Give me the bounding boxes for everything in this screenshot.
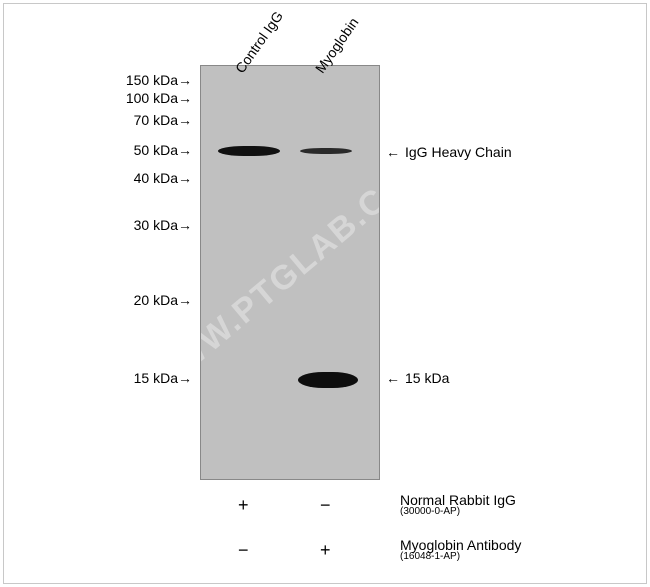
pm-value: + (238, 495, 249, 516)
annotation-igg-heavy-chain: IgG Heavy Chain (405, 144, 512, 160)
mw-label: 70 kDa→ (134, 112, 192, 128)
mw-label: 15 kDa→ (134, 370, 192, 386)
watermark-text: WWW.PTGLAB.COM (200, 142, 380, 404)
pm-value: − (320, 495, 331, 516)
mw-label: 20 kDa→ (134, 292, 192, 308)
mw-label: 40 kDa→ (134, 170, 192, 186)
mw-label: 30 kDa→ (134, 217, 192, 233)
blot-background: WWW.PTGLAB.COM (200, 65, 380, 480)
band-igg-heavy-lane2 (300, 148, 352, 154)
mw-label: 50 kDa→ (134, 142, 192, 158)
figure-container: WWW.PTGLAB.COM Control IgG Myoglobin 150… (0, 0, 650, 587)
arrow-icon: ← (386, 144, 400, 160)
reagent-label-myoglobin-antibody: Myoglobin Antibody (16048-1-AP) (400, 537, 521, 562)
annotation-15kda: 15 kDa (405, 370, 449, 386)
band-igg-heavy-lane1 (218, 146, 280, 156)
arrow-icon: ← (386, 370, 400, 386)
pm-value: + (320, 540, 331, 561)
reagent-label-normal-rabbit-igg: Normal Rabbit IgG (30000-0-AP) (400, 492, 516, 517)
mw-label: 150 kDa→ (126, 72, 192, 88)
band-myoglobin-15kda (298, 372, 358, 388)
mw-label: 100 kDa→ (126, 90, 192, 106)
pm-value: − (238, 540, 249, 561)
